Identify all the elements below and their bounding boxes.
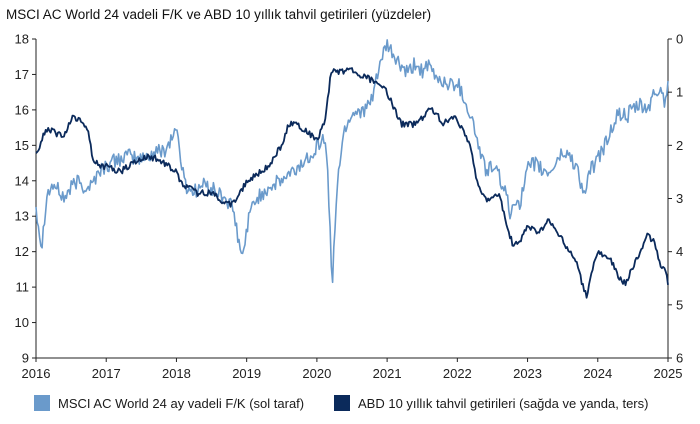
legend-swatch-msci: [34, 395, 50, 411]
x-tick-label: 2025: [654, 366, 683, 381]
x-tick-label: 2023: [513, 366, 542, 381]
y-right-tick-label: 3: [676, 191, 683, 206]
x-tick-label: 2020: [302, 366, 331, 381]
y-right-tick-label: 4: [676, 244, 683, 259]
y-right-tick-label: 6: [676, 351, 683, 366]
y-left-tick-label: 10: [15, 315, 29, 330]
y-left-tick-label: 9: [22, 351, 29, 366]
x-tick-label: 2018: [162, 366, 191, 381]
y-right-tick-label: 0: [676, 32, 683, 47]
legend-swatch-yield: [334, 395, 350, 411]
x-tick-label: 2022: [443, 366, 472, 381]
legend-label-yield: ABD 10 yıllık tahvil getirileri (sağda v…: [358, 395, 649, 411]
x-tick-label: 2017: [92, 366, 121, 381]
legend-item-yield: ABD 10 yıllık tahvil getirileri (sağda v…: [334, 395, 648, 411]
y-left-tick-label: 11: [16, 280, 30, 295]
legend-item-msci: MSCI AC World 24 ay vadeli F/K (sol tara…: [34, 395, 304, 411]
y-right-tick-label: 1: [676, 85, 683, 100]
y-left-tick-label: 18: [15, 32, 29, 47]
x-tick-label: 2021: [373, 366, 402, 381]
legend-label-msci: MSCI AC World 24 ay vadeli F/K (sol tara…: [58, 395, 305, 411]
y-right-tick-label: 5: [676, 297, 683, 312]
y-left-tick-label: 15: [15, 138, 29, 153]
series-line-msci-pe: [35, 39, 669, 284]
y-left-tick-label: 14: [15, 173, 29, 188]
x-tick-label: 2016: [22, 366, 51, 381]
y-right-tick-label: 2: [676, 138, 683, 153]
series-line-us10y-yield: [35, 67, 669, 299]
y-left-tick-label: 16: [15, 102, 29, 117]
x-tick-label: 2024: [583, 366, 612, 381]
chart-title: MSCI AC World 24 vadeli F/K ve ABD 10 yı…: [6, 7, 432, 22]
y-left-tick-label: 13: [15, 209, 29, 224]
y-left-tick-label: 12: [15, 244, 29, 259]
x-tick-label: 2019: [232, 366, 261, 381]
y-left-tick-label: 17: [15, 67, 29, 82]
